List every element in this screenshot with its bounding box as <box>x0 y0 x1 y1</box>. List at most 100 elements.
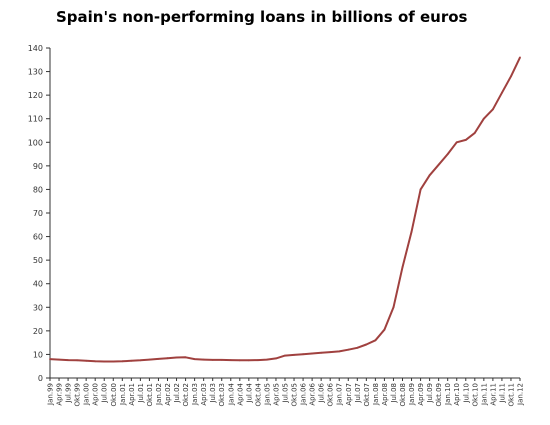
y-tick-label: 100 <box>28 138 43 147</box>
x-tick-label: Jul.11 <box>498 383 506 404</box>
data-point <box>519 56 521 59</box>
x-tick-label: Apr.08 <box>381 383 389 406</box>
data-point <box>184 356 187 359</box>
data-point <box>67 359 69 361</box>
x-tick-label: Okt.02 <box>182 383 190 406</box>
x-tick-label: Jul.06 <box>318 382 326 403</box>
data-point <box>419 188 422 191</box>
data-point <box>211 359 214 361</box>
x-tick-label: Okt.04 <box>254 382 262 406</box>
data-point <box>275 357 277 360</box>
x-tick-label: Okt.01 <box>146 383 154 406</box>
data-point <box>482 117 485 120</box>
x-tick-label: Okt.03 <box>218 383 226 406</box>
data-point <box>501 91 503 94</box>
x-tick-label: Jan.11 <box>480 383 488 406</box>
data-point <box>103 360 106 363</box>
y-tick-label: 110 <box>28 115 43 124</box>
x-tick-label: Okt.09 <box>435 383 443 406</box>
data-point <box>365 343 368 346</box>
data-point <box>94 360 97 363</box>
data-point <box>112 360 115 363</box>
data-point <box>193 358 196 360</box>
data-point <box>166 357 169 360</box>
data-point <box>284 354 286 357</box>
x-tick-label: Jan.02 <box>155 383 163 406</box>
x-tick-label: Jan.99 <box>47 383 55 406</box>
x-tick-label: Jan.05 <box>263 383 271 406</box>
data-point <box>266 358 268 361</box>
data-point <box>76 359 78 362</box>
data-point <box>49 358 51 360</box>
x-tick-label: Jul.04 <box>245 382 253 403</box>
x-tick-label: Jan.09 <box>408 383 416 406</box>
x-tick-label: Jan.08 <box>372 383 380 406</box>
x-tick-label: Jan.01 <box>119 383 127 406</box>
x-tick-label: Jan.06 <box>300 382 308 405</box>
data-point <box>383 328 386 331</box>
y-tick-label: 140 <box>28 44 43 53</box>
data-point <box>492 108 494 111</box>
x-tick-label: Jan.07 <box>336 383 344 406</box>
data-point <box>392 306 395 309</box>
y-tick-label: 50 <box>33 256 43 265</box>
x-tick-label: Apr.11 <box>489 383 497 406</box>
data-point <box>347 348 350 351</box>
y-tick-label: 0 <box>38 374 43 383</box>
data-point <box>473 132 476 134</box>
y-tick-label: 80 <box>33 185 43 194</box>
data-point <box>293 354 295 356</box>
data-point <box>446 153 449 156</box>
data-point <box>401 266 404 269</box>
data-point <box>139 359 142 362</box>
y-tick-label: 120 <box>28 91 43 100</box>
data-point <box>85 359 88 362</box>
x-tick-label: Jan.00 <box>83 383 91 406</box>
data-point <box>238 359 241 362</box>
y-tick-label: 130 <box>28 68 43 77</box>
data-point <box>428 174 431 177</box>
data-point <box>356 346 359 349</box>
x-tick-label: Apr.00 <box>92 383 100 406</box>
data-point <box>148 358 151 361</box>
x-tick-label: Okt.08 <box>399 383 407 406</box>
x-tick-label: Jan.10 <box>444 383 452 406</box>
data-point <box>311 352 313 355</box>
x-tick-label: Jul.03 <box>209 383 217 404</box>
data-point <box>58 358 60 361</box>
y-tick-label: 40 <box>33 280 43 289</box>
x-tick-label: Apr.01 <box>128 383 136 406</box>
data-point <box>157 358 160 360</box>
x-tick-label: Okt.00 <box>110 383 118 406</box>
data-point <box>338 350 341 353</box>
x-tick-label: Jul.05 <box>282 383 290 404</box>
data-point <box>247 359 250 362</box>
x-tick-label: Jul.01 <box>137 383 145 404</box>
y-tick-label: 60 <box>33 233 43 242</box>
x-tick-label: Okt.07 <box>363 383 371 406</box>
y-tick-label: 70 <box>33 209 43 218</box>
x-tick-label: Apr.09 <box>417 383 425 406</box>
data-point <box>374 339 377 342</box>
data-point <box>455 141 458 144</box>
x-tick-label: Apr.05 <box>272 383 280 406</box>
x-tick-label: Jul.99 <box>65 383 73 404</box>
x-tick-label: Jul.08 <box>390 383 398 404</box>
x-tick-label: Apr.04 <box>236 382 244 405</box>
y-tick-label: 20 <box>33 327 43 336</box>
x-tick-label: Jul.10 <box>462 383 470 404</box>
x-tick-label: Jan.04 <box>227 382 235 405</box>
x-tick-label: Apr.07 <box>345 383 353 406</box>
data-point <box>229 359 232 361</box>
x-tick-label: Jan.12 <box>517 383 525 406</box>
x-tick-label: Jul.02 <box>173 383 181 404</box>
data-point <box>130 359 133 362</box>
data-point <box>175 356 178 359</box>
data-point <box>121 360 124 363</box>
data-point <box>410 231 413 233</box>
x-tick-label: Jul.07 <box>354 383 362 404</box>
data-point <box>510 75 512 78</box>
x-tick-label: Okt.05 <box>291 383 299 406</box>
x-tick-label: Apr.03 <box>200 383 208 406</box>
